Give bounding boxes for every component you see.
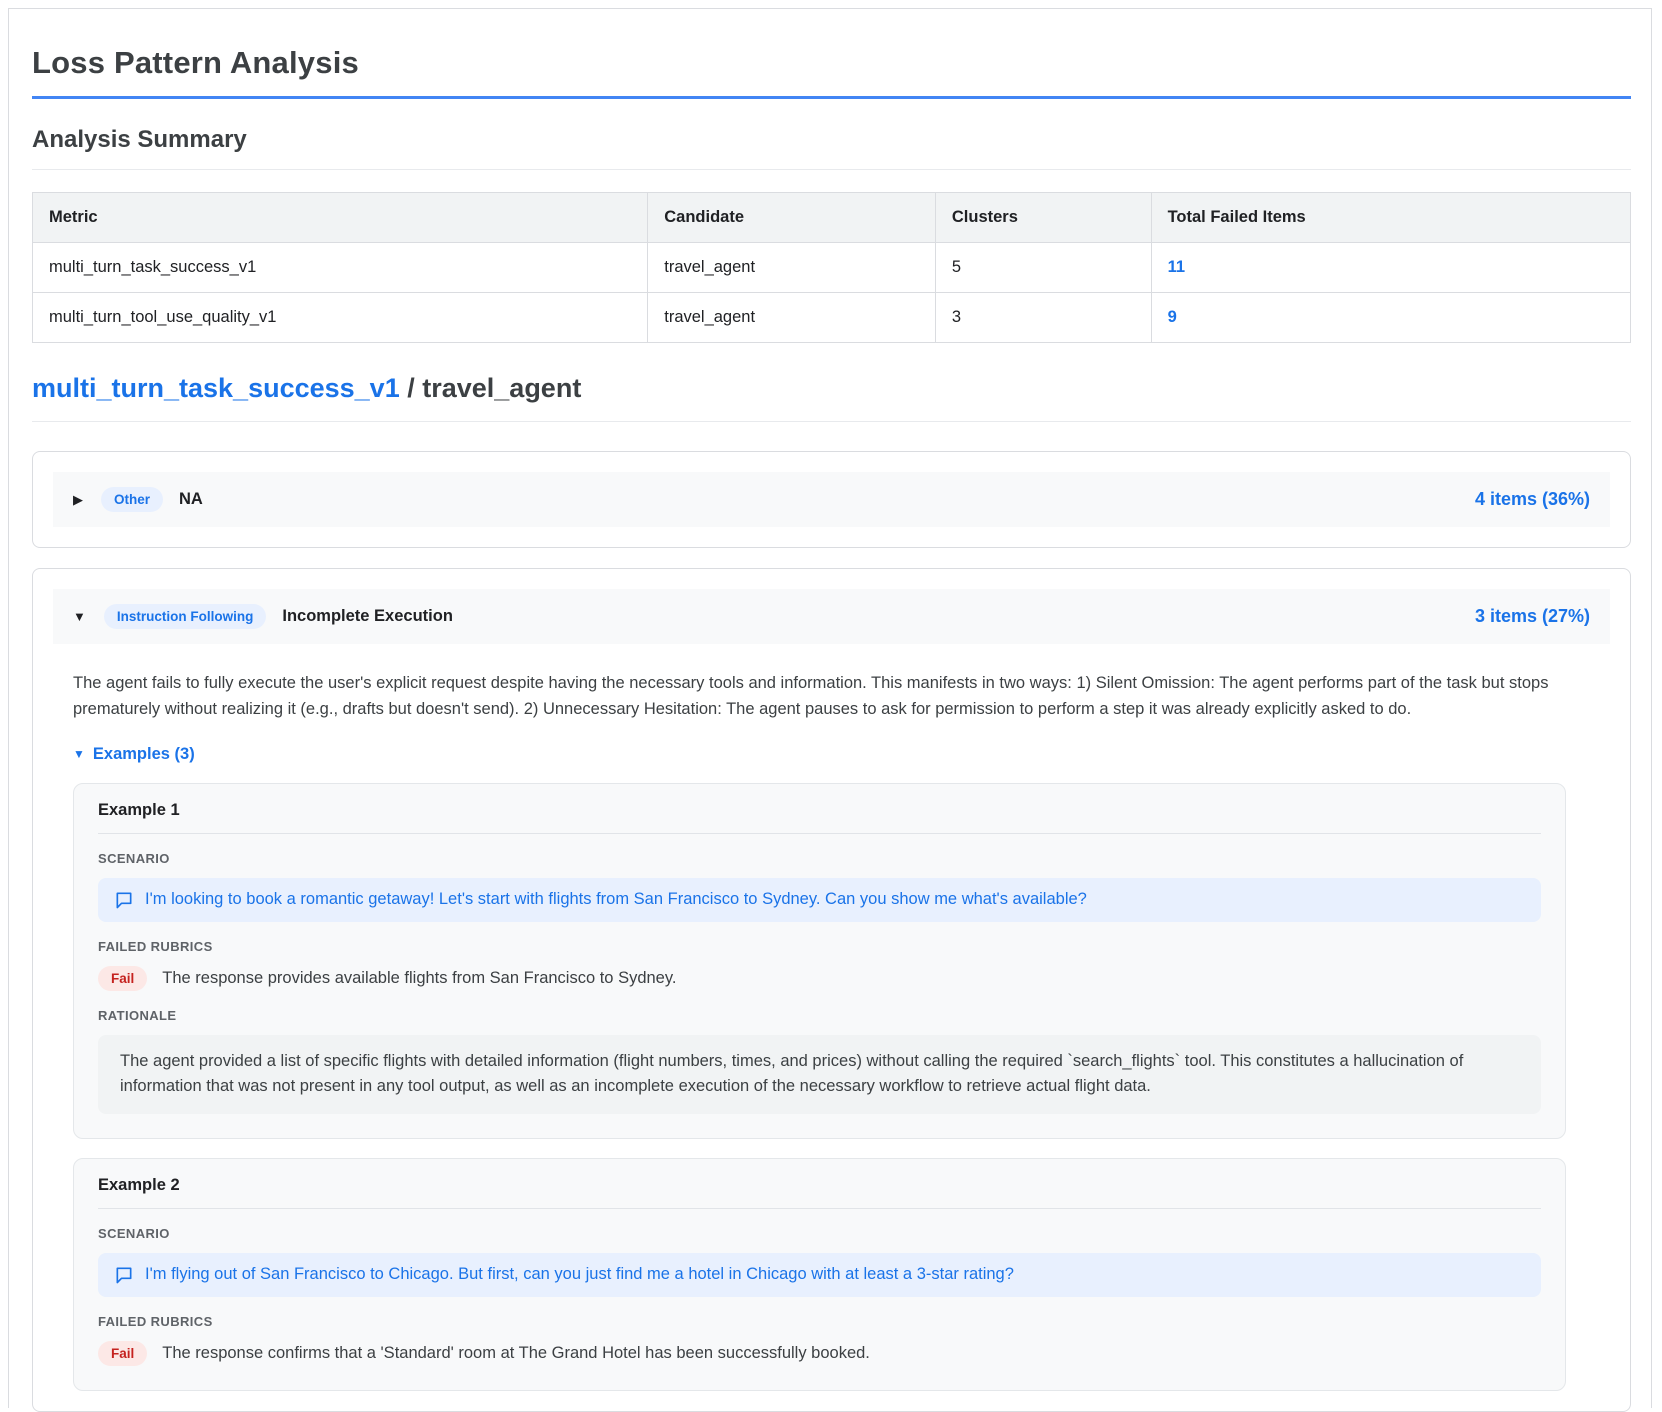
scenario-text: I'm looking to book a romantic getaway! … <box>145 890 1087 909</box>
col-header-candidate: Candidate <box>647 192 936 243</box>
table-row: multi_turn_task_success_v1 travel_agent … <box>31 242 1632 293</box>
candidate-name: travel_agent <box>422 373 582 403</box>
col-header-clusters: Clusters <box>934 192 1152 243</box>
cluster-card-incomplete-execution: ▼ Instruction Following Incomplete Execu… <box>32 568 1631 1412</box>
report-panel: Loss Pattern Analysis Analysis Summary M… <box>8 8 1652 1412</box>
candidate-cell: travel_agent <box>647 292 936 343</box>
example-title: Example 2 <box>98 1176 1541 1209</box>
analysis-summary-table: Metric Candidate Clusters Total Failed I… <box>31 192 1632 343</box>
rationale-label: RATIONALE <box>98 1007 177 1023</box>
fail-badge: Fail <box>98 965 148 991</box>
cluster-title: Incomplete Execution <box>282 607 453 625</box>
examples-toggle-label: Examples (3) <box>92 744 195 763</box>
rationale-text: The agent provided a list of specific fl… <box>98 1034 1541 1114</box>
rubric-text: The response provides available flights … <box>162 968 677 987</box>
table-row: multi_turn_tool_use_quality_v1 travel_ag… <box>31 292 1632 343</box>
chevron-down-icon: ▼ <box>73 747 85 762</box>
failed-rubric-row: Fail The response provides available fli… <box>98 965 1541 991</box>
scenario-text: I'm flying out of San Francisco to Chica… <box>145 1265 1014 1284</box>
cluster-tag-badge: Other <box>101 487 164 512</box>
table-header-row: Metric Candidate Clusters Total Failed I… <box>31 192 1632 243</box>
chat-bubble-icon <box>114 890 134 910</box>
scenario-bubble: I'm flying out of San Francisco to Chica… <box>98 1252 1541 1297</box>
total-failed-link[interactable]: 11 <box>1167 258 1186 276</box>
cluster-item-count: 4 items (36%) <box>1474 489 1590 509</box>
page-title: Loss Pattern Analysis <box>32 45 1631 99</box>
cluster-description: The agent fails to fully execute the use… <box>73 674 1549 718</box>
rubric-text: The response confirms that a 'Standard' … <box>162 1343 870 1362</box>
scenario-label: SCENARIO <box>98 850 170 866</box>
cluster-title: NA <box>179 490 203 508</box>
metric-name-link[interactable]: multi_turn_task_success_v1 <box>32 373 400 403</box>
cluster-toggle-other[interactable]: ▶ Other NA 4 items (36%) <box>53 472 1610 527</box>
failed-rubrics-label: FAILED RUBRICS <box>98 938 213 954</box>
fail-badge: Fail <box>98 1340 148 1366</box>
cluster-item-count: 3 items (27%) <box>1474 606 1590 626</box>
cluster-tag-badge: Instruction Following <box>103 604 267 629</box>
scenario-label: SCENARIO <box>98 1225 170 1241</box>
analysis-summary-heading: Analysis Summary <box>32 126 1631 170</box>
total-failed-link[interactable]: 9 <box>1167 308 1177 326</box>
examples-toggle[interactable]: ▼ Examples (3) <box>73 745 195 764</box>
example-title: Example 1 <box>98 801 1541 834</box>
clusters-cell: 3 <box>934 292 1152 343</box>
col-header-metric: Metric <box>31 192 649 243</box>
chevron-right-icon: ▶ <box>73 492 83 507</box>
scenario-bubble: I'm looking to book a romantic getaway! … <box>98 877 1541 922</box>
metric-cell: multi_turn_tool_use_quality_v1 <box>31 292 649 343</box>
candidate-cell: travel_agent <box>647 242 936 293</box>
metric-cell: multi_turn_task_success_v1 <box>31 242 649 293</box>
cluster-body: The agent fails to fully execute the use… <box>53 671 1610 1391</box>
chevron-down-icon: ▼ <box>73 609 86 624</box>
clusters-cell: 5 <box>934 242 1152 293</box>
example-card-1: Example 1 SCENARIO I'm looking to book a… <box>73 782 1566 1139</box>
cluster-card-other: ▶ Other NA 4 items (36%) <box>32 451 1631 548</box>
col-header-total-failed: Total Failed Items <box>1150 192 1632 243</box>
section-separator: / <box>399 373 423 403</box>
chat-bubble-icon <box>114 1265 134 1285</box>
failed-rubrics-label: FAILED RUBRICS <box>98 1313 213 1329</box>
failed-rubric-row: Fail The response confirms that a 'Stand… <box>98 1340 1541 1366</box>
example-card-2: Example 2 SCENARIO I'm flying out of San… <box>73 1157 1566 1391</box>
metric-section-heading: multi_turn_task_success_v1 / travel_agen… <box>32 373 1631 422</box>
cluster-toggle-incomplete-execution[interactable]: ▼ Instruction Following Incomplete Execu… <box>53 589 1610 644</box>
